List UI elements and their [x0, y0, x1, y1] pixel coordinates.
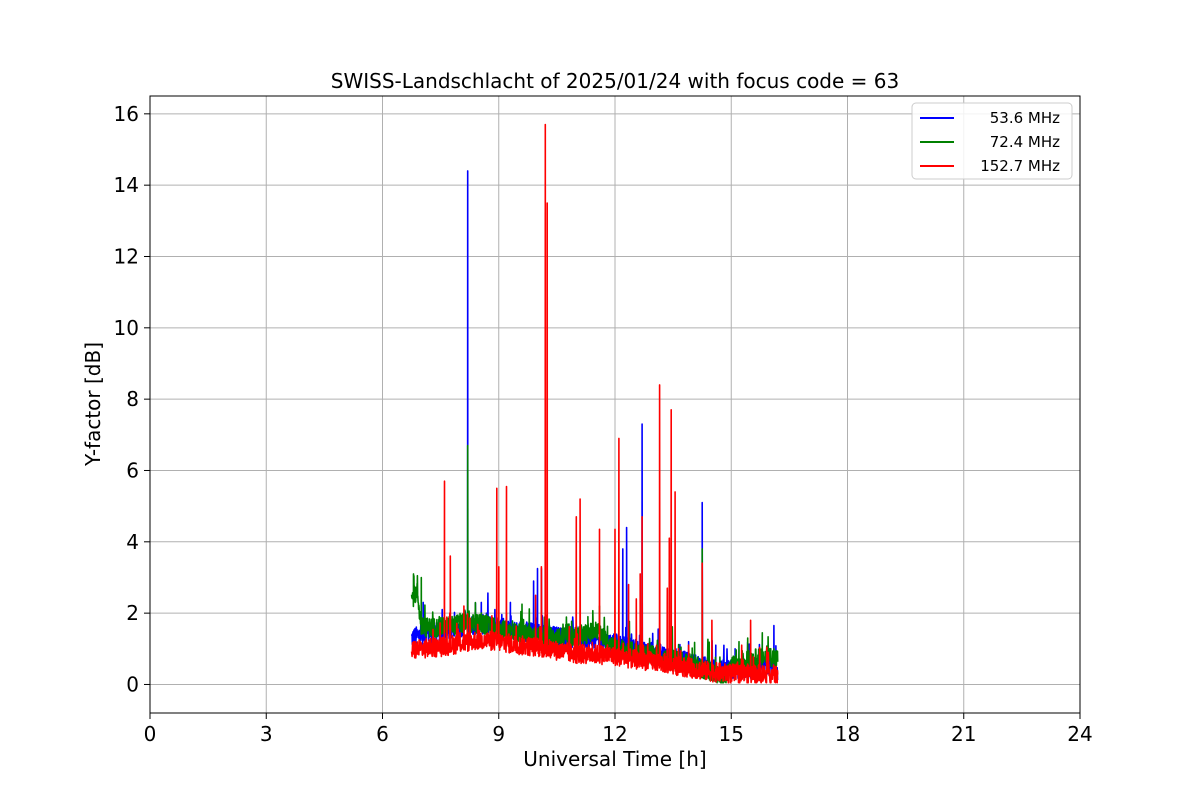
chart-title: SWISS-Landschlacht of 2025/01/24 with fo…: [331, 69, 899, 93]
y-tick-label: 16: [114, 102, 139, 126]
legend-entry: 53.6 MHz: [990, 109, 1060, 127]
x-tick-label: 9: [492, 722, 505, 746]
y-tick-label: 0: [126, 672, 139, 696]
x-tick-label: 24: [1067, 722, 1092, 746]
y-tick-label: 12: [114, 244, 139, 268]
y-tick-label: 10: [114, 316, 139, 340]
plot-lines: [410, 123, 779, 684]
x-tick-label: 15: [719, 722, 744, 746]
y-tick-label: 6: [126, 458, 139, 482]
series-line: [410, 123, 779, 684]
x-tick-label: 18: [835, 722, 860, 746]
x-ticks: 0 3 6 9 12 15 18 21 24: [144, 713, 1093, 746]
legend-entry: 72.4 MHz: [990, 133, 1060, 151]
legend-entry: 152.7 MHz: [980, 157, 1060, 175]
y-ticks: 0 2 4 6 8 10 12 14 16: [114, 102, 150, 696]
x-tick-label: 0: [144, 722, 157, 746]
y-tick-label: 4: [126, 530, 139, 554]
y-tick-label: 8: [126, 387, 139, 411]
x-tick-label: 12: [602, 722, 627, 746]
x-tick-label: 3: [260, 722, 273, 746]
x-axis-label: Universal Time [h]: [523, 747, 706, 771]
legend: 53.6 MHz 72.4 MHz 152.7 MHz: [911, 102, 1073, 180]
x-tick-label: 21: [951, 722, 976, 746]
y-tick-label: 14: [114, 173, 139, 197]
y-tick-label: 2: [126, 601, 139, 625]
legend-box: [911, 102, 1073, 180]
x-tick-label: 6: [376, 722, 389, 746]
y-axis-label: Y-factor [dB]: [81, 342, 105, 467]
